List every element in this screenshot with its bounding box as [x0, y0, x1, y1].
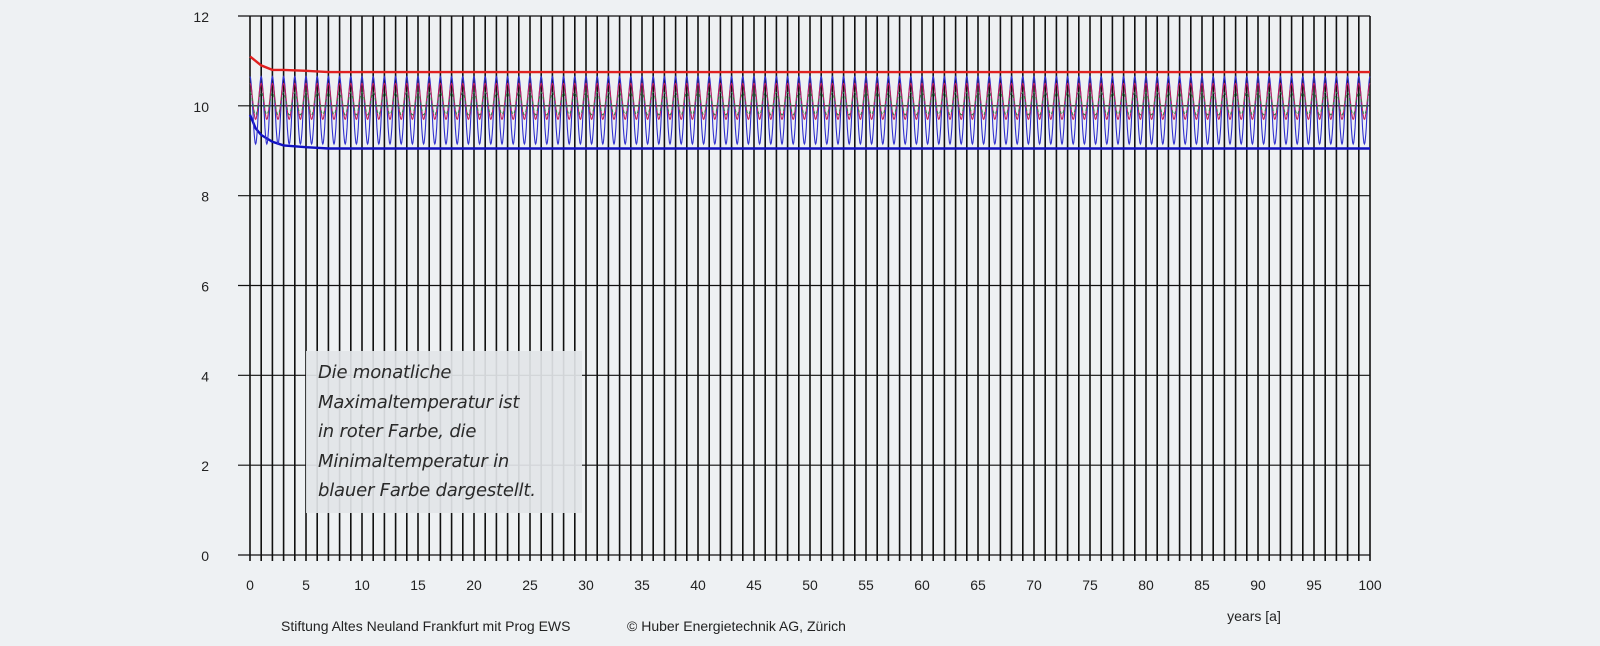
- x-tick-label: 15: [410, 577, 426, 593]
- annotation-box: Die monatliche Maximaltemperatur ist in …: [306, 351, 582, 513]
- axes: 0 2 4 6 8 10 12 0 5 10 15 20 25 30 35 40 45 50 55 60 65 70 75 8…: [193, 9, 1381, 593]
- x-tick-label: 30: [578, 577, 594, 593]
- series-layer: [248, 55, 1371, 150]
- x-tick-label: 5: [302, 577, 310, 593]
- y-tick-label: 4: [201, 368, 209, 384]
- annotation-line: blauer Farbe dargestellt.: [318, 480, 536, 501]
- series-oscillation-line: [249, 82, 1371, 121]
- x-tick-label: 65: [970, 577, 986, 593]
- x-tick-label: 85: [1194, 577, 1210, 593]
- x-tick-label: 0: [246, 577, 254, 593]
- y-tick-label: 8: [201, 189, 209, 205]
- y-tick-label: 6: [201, 279, 209, 295]
- x-tick-label: 80: [1138, 577, 1154, 593]
- x-tick-label: 70: [1026, 577, 1042, 593]
- annotation-line: Die monatliche: [318, 362, 452, 383]
- annotation-line: Minimaltemperatur in: [318, 450, 510, 472]
- x-tick-label: 45: [746, 577, 762, 593]
- x-tick-label: 40: [690, 577, 706, 593]
- x-tick-label: 25: [522, 577, 538, 593]
- x-tick-label: 100: [1358, 577, 1382, 593]
- x-axis-label: years [a]: [1227, 608, 1281, 624]
- series-envelope-line: [249, 55, 1370, 74]
- x-tick-label: 10: [354, 577, 370, 593]
- x-tick-label: 50: [802, 577, 818, 593]
- x-tick-label: 20: [466, 577, 482, 593]
- x-tick-label: 60: [914, 577, 930, 593]
- x-tick-label: 95: [1306, 577, 1322, 593]
- x-tick-label: 75: [1082, 577, 1098, 593]
- annotation-line: Maximaltemperatur ist: [318, 391, 520, 413]
- series-oscillation-line: [249, 75, 1371, 146]
- y-tick-label: 10: [193, 99, 209, 115]
- y-tick-label: 12: [193, 9, 209, 25]
- footer-project: Stiftung Altes Neuland Frankfurt mit Pro…: [281, 618, 570, 634]
- footer-copyright: © Huber Energietechnik AG, Zürich: [627, 618, 846, 634]
- y-tick-label: 2: [201, 458, 209, 474]
- x-tick-label: 90: [1250, 577, 1266, 593]
- annotation-line: in roter Farbe, die: [318, 421, 477, 442]
- y-tick-label: 0: [201, 548, 209, 564]
- x-tick-label: 35: [634, 577, 650, 593]
- x-tick-label: 55: [858, 577, 874, 593]
